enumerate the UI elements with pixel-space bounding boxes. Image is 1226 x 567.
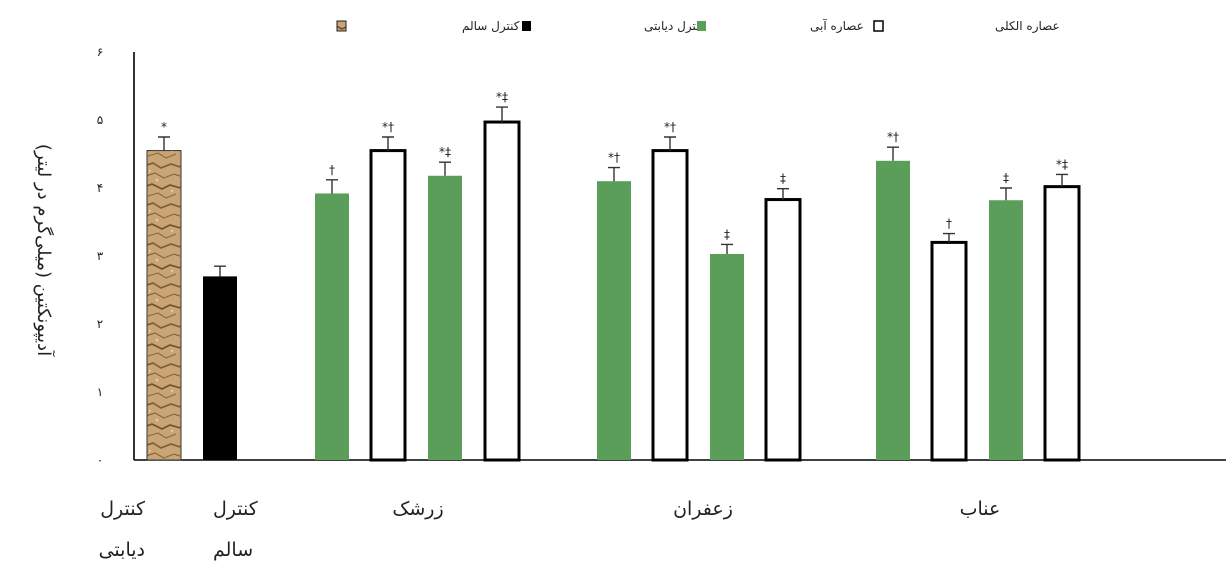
- error-bar: [608, 166, 620, 182]
- error-bar: [943, 232, 955, 243]
- legend-label-alcoholic-extract: عصاره الکلی: [995, 19, 1060, 34]
- legend-item-healthy-control: کنترل سالم: [336, 19, 520, 34]
- bar: [315, 193, 349, 460]
- legend-label-aqueous-extract: عصاره آبی: [810, 18, 864, 34]
- error-bar: [887, 146, 899, 161]
- significance-mark: *‡: [1056, 157, 1068, 171]
- significance-mark: ‡: [724, 227, 730, 241]
- significance-mark: †: [329, 163, 335, 177]
- significance-mark: *†: [664, 120, 676, 134]
- category-label-diabetic-control-line1: کنترل: [100, 498, 146, 520]
- bars: [146, 120, 1081, 462]
- legend-swatch-alcoholic-extract: [873, 20, 884, 32]
- error-bar: [439, 161, 451, 176]
- significance-mark: *†: [608, 151, 620, 165]
- error-bar: [1000, 187, 1012, 201]
- significance-mark: *†: [382, 120, 394, 134]
- y-tick-labels: ۰ ۱ ۲ ۳ ۴ ۵ ۶: [97, 45, 104, 467]
- bar: [597, 181, 631, 460]
- legend: کنترل سالم کنترل دیابتی عصاره آبی عصاره …: [336, 18, 1060, 34]
- y-tick-label: ۶: [97, 45, 103, 59]
- legend-swatch-healthy-control: [336, 20, 347, 32]
- bar: [428, 175, 462, 460]
- error-bar: [496, 106, 508, 123]
- y-tick-label: ۱: [97, 385, 103, 399]
- category-label-healthy-control-line1: کنترل: [213, 498, 259, 520]
- bar: [930, 240, 968, 462]
- y-tick-label: ۲: [97, 317, 103, 331]
- significance-mark: ‡: [780, 172, 786, 186]
- legend-label-diabetic-control: کنترل دیابتی: [644, 19, 706, 34]
- significance-mark: *‡: [439, 145, 451, 159]
- significance-mark: *†: [887, 130, 899, 144]
- category-label-diabetic-control-line2: دیابتی: [99, 539, 145, 561]
- error-bar: [214, 265, 226, 277]
- y-axis-label: آدیپونکتین (میلی‌گرم در لیتر): [33, 144, 56, 357]
- error-bars: [158, 106, 1068, 277]
- y-tick-label: ۴: [97, 181, 103, 195]
- legend-item-alcoholic-extract: عصاره الکلی: [873, 19, 1060, 34]
- significance-mark: *‡: [496, 90, 508, 104]
- category-label-saffron: زعفران: [673, 498, 733, 520]
- y-tick-label: ۰: [97, 453, 103, 467]
- bar: [651, 149, 689, 462]
- legend-item-aqueous-extract: عصاره آبی: [697, 18, 864, 34]
- significance-mark: †: [946, 217, 952, 231]
- bar: [146, 150, 182, 461]
- bar: [764, 198, 802, 462]
- significance-marks: *†*†*‡*‡*†*†‡‡*††‡*‡: [161, 90, 1068, 241]
- error-bar: [1056, 173, 1068, 187]
- legend-swatch-diabetic-control: [522, 21, 531, 31]
- legend-item-diabetic-control: کنترل دیابتی: [522, 19, 706, 34]
- error-bar: [158, 136, 170, 151]
- error-bar: [382, 136, 394, 151]
- significance-mark: ‡: [1003, 171, 1009, 185]
- legend-label-healthy-control: کنترل سالم: [462, 19, 520, 34]
- error-bar: [326, 179, 338, 194]
- category-label-healthy-control-line2: سالم: [213, 539, 253, 561]
- x-category-labels: کنترل سالم کنترل دیابتی زرشک زعفران عناب: [99, 498, 1001, 561]
- bar: [710, 253, 744, 460]
- category-label-jujube: عناب: [960, 498, 1001, 520]
- bar: [876, 160, 910, 461]
- bar: [203, 276, 237, 460]
- y-tick-label: ۵: [97, 113, 103, 127]
- error-bar: [777, 187, 789, 200]
- error-bar: [721, 243, 733, 254]
- significance-mark: *: [161, 120, 167, 134]
- legend-swatch-aqueous-extract: [697, 21, 706, 31]
- y-tick-label: ۳: [97, 249, 104, 263]
- bar: [989, 200, 1023, 461]
- bar: [483, 120, 521, 462]
- error-bar: [664, 136, 676, 151]
- category-label-barberry: زرشک: [392, 498, 443, 520]
- bar: [369, 149, 407, 462]
- bar: [1043, 185, 1081, 462]
